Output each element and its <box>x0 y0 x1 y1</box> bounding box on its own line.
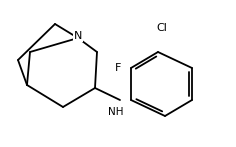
Text: N: N <box>74 31 82 41</box>
Text: Cl: Cl <box>156 23 167 33</box>
Text: NH: NH <box>108 107 124 117</box>
Text: F: F <box>115 63 121 73</box>
